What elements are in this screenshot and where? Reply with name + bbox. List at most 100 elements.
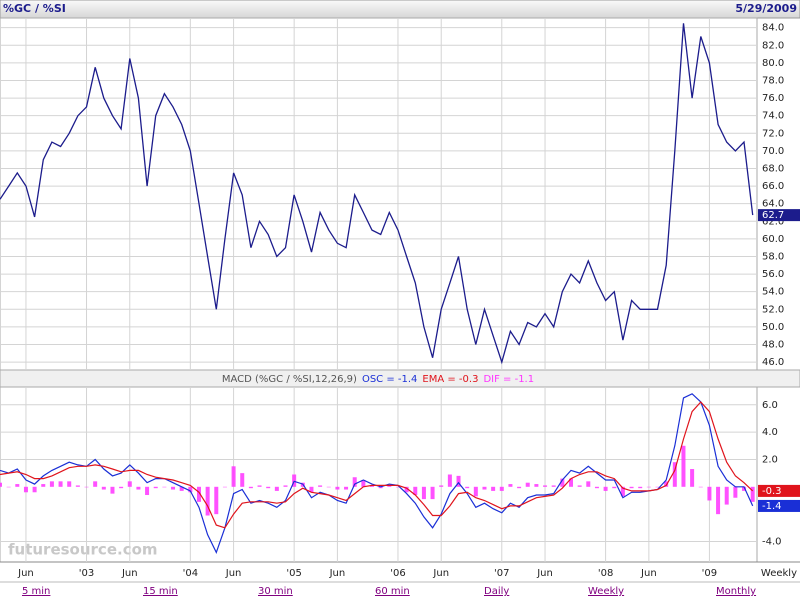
last-value: 62.7 (762, 210, 784, 221)
histogram-bar (664, 481, 669, 487)
x-tick-label: '08 (598, 568, 613, 579)
histogram-bar (750, 486, 755, 502)
histogram-bar (733, 486, 738, 498)
timeframe-tab[interactable]: Weekly (588, 586, 624, 597)
x-tick-label: '07 (494, 568, 509, 579)
watermark: futuresource.com (8, 541, 158, 559)
y-tick-label: 56.0 (762, 269, 784, 280)
histogram-bar (67, 481, 72, 487)
histogram-bar (370, 485, 375, 487)
histogram-bar (421, 486, 426, 500)
chart-date: 5/29/2009 (735, 2, 797, 15)
timeframe-tab[interactable]: Monthly (716, 586, 756, 597)
histogram-bar (681, 445, 686, 487)
histogram-bar (326, 486, 331, 488)
x-tick-label: '04 (183, 568, 198, 579)
header-bar (0, 0, 800, 19)
x-tick-label: Jun (640, 568, 657, 579)
histogram-bar (551, 485, 556, 487)
histogram-bar (240, 473, 245, 487)
histogram-bar (378, 486, 383, 489)
histogram-bar (646, 486, 651, 488)
timeframe-tab[interactable]: Daily (484, 586, 509, 597)
macd-line (0, 401, 754, 529)
histogram-bar (560, 478, 565, 487)
x-tick-label: '03 (79, 568, 94, 579)
histogram-bar (698, 486, 703, 488)
histogram-bar (413, 486, 418, 496)
last-value-box (758, 499, 800, 512)
histogram-bar (629, 486, 634, 489)
histogram-bar (707, 486, 712, 501)
y-tick-label: 84.0 (762, 23, 784, 34)
x-tick-label: Jun (225, 568, 242, 579)
histogram-bar (248, 486, 253, 489)
histogram-bar (309, 486, 314, 493)
histogram-bar (517, 486, 522, 489)
histogram-bar (231, 466, 236, 487)
x-tick-label: Jun (17, 568, 34, 579)
histogram-bar (274, 486, 279, 491)
histogram-bar (672, 462, 677, 487)
histogram-bar (49, 481, 54, 487)
y-tick-label: 2.0 (762, 454, 778, 465)
y-tick-label: 48.0 (762, 339, 784, 350)
x-axis-label: Weekly (761, 568, 797, 579)
macd-frame (0, 386, 758, 563)
histogram-bar (543, 485, 548, 487)
histogram-bar (58, 481, 63, 487)
histogram-bar (742, 486, 747, 491)
chart-title: %GC / %SI (3, 2, 66, 15)
timeframe-tab[interactable]: 15 min (143, 586, 178, 597)
legend-entry: DIF = -1.1 (483, 374, 534, 385)
legend-entry: OSC = -1.4 (362, 374, 417, 385)
histogram-bar (655, 486, 660, 488)
y-tick-label: 80.0 (762, 58, 784, 69)
y-tick-label: 74.0 (762, 111, 784, 122)
histogram-bar (15, 484, 20, 487)
timeframe-tab[interactable]: 30 min (258, 586, 293, 597)
histogram-bar (568, 478, 573, 487)
y-tick-label: 62.0 (762, 216, 784, 227)
price-line (0, 23, 754, 365)
y-tick-label: 66.0 (762, 181, 784, 192)
histogram-bar (594, 486, 599, 489)
x-tick-label: '09 (702, 568, 717, 579)
histogram-bar (110, 486, 115, 494)
y-tick-label: 58.0 (762, 251, 784, 262)
y-tick-label: 76.0 (762, 93, 784, 104)
histogram-bar (179, 486, 184, 491)
histogram-bar (716, 486, 721, 515)
histogram-bar (32, 486, 37, 493)
histogram-bar (196, 486, 201, 502)
timeframe-tab[interactable]: 60 min (375, 586, 410, 597)
histogram-bar (41, 484, 46, 487)
y-tick-label: 6.0 (762, 400, 778, 411)
histogram-bar (491, 486, 496, 491)
histogram-bar (205, 486, 210, 516)
histogram-bar (136, 486, 141, 490)
histogram-bar (257, 485, 262, 487)
histogram-bar (447, 474, 452, 487)
histogram-bar (145, 486, 150, 496)
histogram-bar (292, 474, 297, 487)
histogram-bar (620, 486, 625, 497)
x-tick-label: '06 (390, 568, 405, 579)
last-value: -0.3 (762, 486, 782, 497)
y-tick-label: 82.0 (762, 40, 784, 51)
histogram-bar (283, 485, 288, 487)
histogram-bar (430, 486, 435, 500)
y-tick-label: -4.0 (762, 536, 782, 547)
histogram-bar (352, 477, 357, 487)
last-value: -1.4 (762, 501, 782, 512)
histogram-bar (387, 485, 392, 487)
histogram-bar (6, 486, 11, 488)
timeframe-tab[interactable]: 5 min (22, 586, 50, 597)
histogram-bar (361, 479, 366, 487)
y-tick-label: 70.0 (762, 146, 784, 157)
macd-line (0, 393, 754, 554)
macd-title: MACD (%GC / %SI,12,26,9) OSC = -1.4 EMA = … (222, 374, 534, 385)
histogram-bar (586, 481, 591, 487)
histogram-bar (724, 486, 729, 505)
